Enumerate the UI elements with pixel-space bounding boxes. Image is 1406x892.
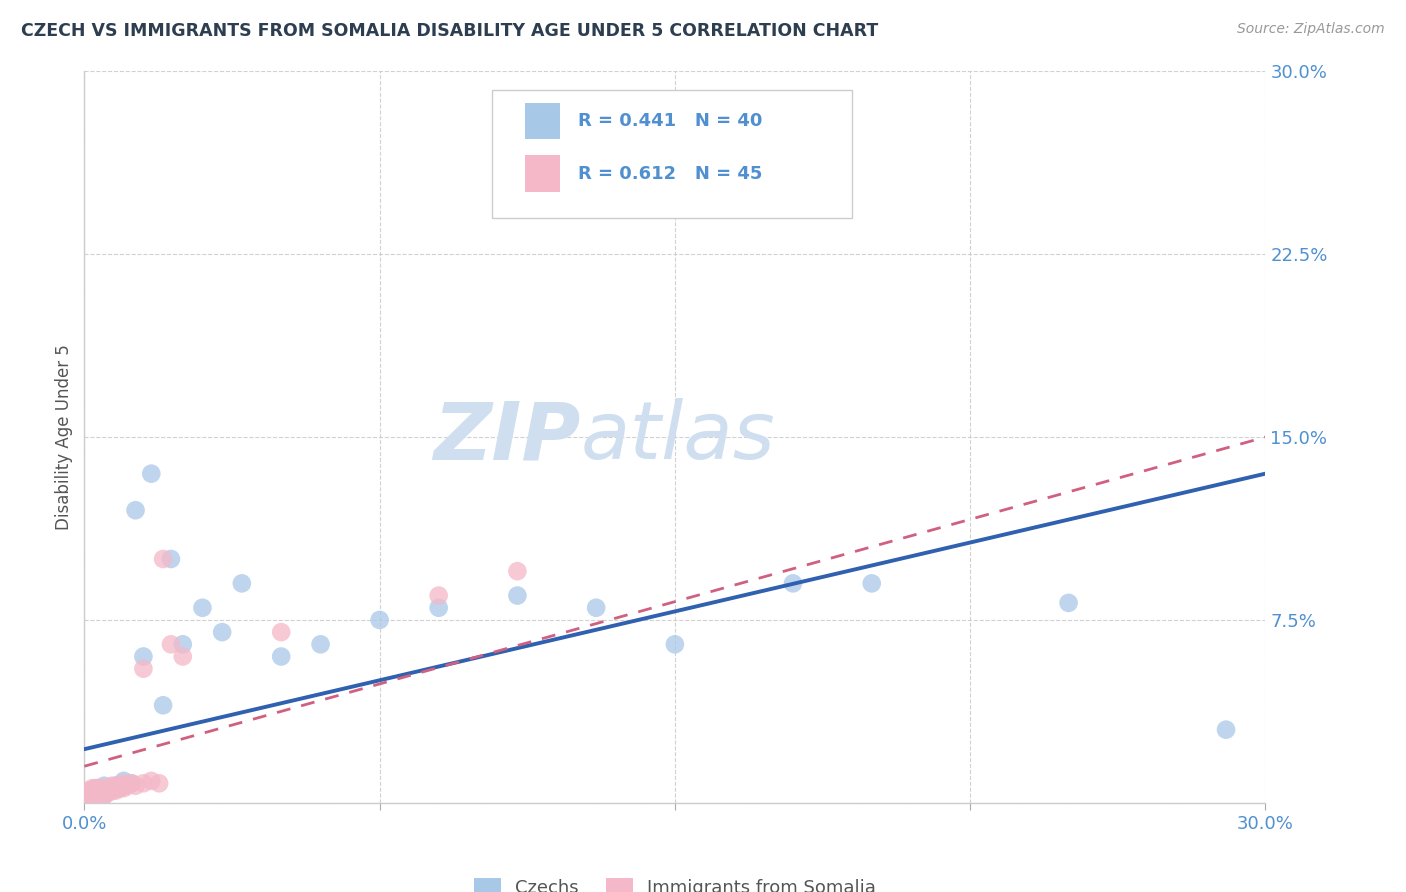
Text: Source: ZipAtlas.com: Source: ZipAtlas.com: [1237, 22, 1385, 37]
Point: [121, 776, 143, 790]
Point: [112, 779, 135, 793]
Point: [191, 600, 214, 615]
Y-axis label: Disability Age Under 5: Disability Age Under 5: [55, 344, 73, 530]
Text: R = 0.612   N = 45: R = 0.612 N = 45: [578, 165, 762, 183]
FancyBboxPatch shape: [492, 90, 852, 218]
Point: [585, 600, 607, 615]
Point: [152, 698, 174, 713]
Point: [121, 776, 143, 790]
Point: [148, 776, 170, 790]
Point: [160, 552, 183, 566]
Point: [84, 786, 107, 800]
Point: [84, 783, 107, 797]
Point: [141, 467, 163, 481]
Point: [84, 786, 107, 800]
Point: [97, 783, 120, 797]
Point: [309, 637, 332, 651]
Point: [82, 786, 104, 800]
Point: [82, 786, 104, 800]
Point: [108, 779, 131, 793]
Point: [97, 783, 120, 797]
Text: ZIP: ZIP: [433, 398, 581, 476]
Point: [82, 783, 104, 797]
Point: [1057, 596, 1080, 610]
Point: [93, 783, 115, 797]
Point: [112, 776, 135, 790]
Point: [93, 786, 115, 800]
Point: [132, 776, 155, 790]
Point: [84, 789, 107, 803]
Point: [152, 552, 174, 566]
Point: [117, 779, 139, 793]
Point: [108, 781, 131, 796]
Point: [132, 649, 155, 664]
Point: [506, 564, 529, 578]
Point: [108, 781, 131, 796]
FancyBboxPatch shape: [524, 155, 561, 192]
Point: [1215, 723, 1237, 737]
Legend: Czechs, Immigrants from Somalia: Czechs, Immigrants from Somalia: [467, 871, 883, 892]
Point: [82, 783, 104, 797]
Point: [89, 786, 111, 800]
Point: [77, 786, 100, 800]
Text: R = 0.441   N = 40: R = 0.441 N = 40: [578, 112, 762, 130]
Point: [427, 600, 450, 615]
Point: [172, 649, 194, 664]
FancyBboxPatch shape: [524, 103, 561, 139]
Point: [77, 789, 100, 803]
Point: [77, 789, 100, 803]
Point: [84, 789, 107, 803]
Point: [231, 576, 253, 591]
Point: [82, 781, 104, 796]
Point: [84, 781, 107, 796]
Point: [89, 786, 111, 800]
Point: [93, 789, 115, 803]
Point: [89, 783, 111, 797]
Text: atlas: atlas: [581, 398, 775, 476]
Point: [77, 791, 100, 805]
Point: [93, 783, 115, 797]
Point: [77, 783, 100, 797]
Point: [89, 781, 111, 796]
Point: [782, 576, 804, 591]
Point: [427, 589, 450, 603]
Point: [82, 791, 104, 805]
Point: [82, 789, 104, 803]
Point: [82, 791, 104, 805]
Point: [93, 779, 115, 793]
Point: [132, 662, 155, 676]
Point: [860, 576, 883, 591]
Point: [89, 783, 111, 797]
Point: [160, 637, 183, 651]
Point: [141, 773, 163, 788]
Point: [93, 789, 115, 803]
Point: [124, 503, 146, 517]
Point: [124, 779, 146, 793]
Point: [211, 625, 233, 640]
Point: [97, 781, 120, 796]
Point: [84, 781, 107, 796]
Point: [97, 786, 120, 800]
Point: [104, 783, 127, 797]
Text: CZECH VS IMMIGRANTS FROM SOMALIA DISABILITY AGE UNDER 5 CORRELATION CHART: CZECH VS IMMIGRANTS FROM SOMALIA DISABIL…: [21, 22, 879, 40]
Point: [101, 781, 124, 796]
Point: [506, 589, 529, 603]
Point: [664, 637, 686, 651]
Point: [104, 779, 127, 793]
Point: [104, 779, 127, 793]
Point: [101, 779, 124, 793]
Point: [368, 613, 391, 627]
Point: [93, 781, 115, 796]
Point: [112, 773, 135, 788]
Point: [77, 791, 100, 805]
Point: [172, 637, 194, 651]
Point: [101, 783, 124, 797]
Point: [89, 789, 111, 803]
Point: [112, 781, 135, 796]
Point: [270, 649, 292, 664]
Point: [270, 625, 292, 640]
